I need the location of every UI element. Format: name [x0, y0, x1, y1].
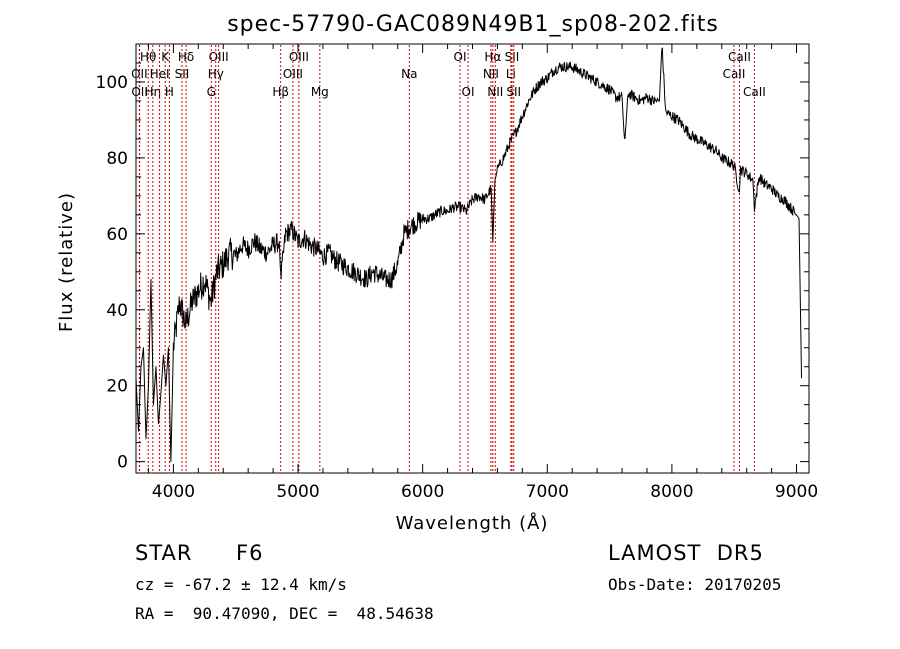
- spectral-line-label: NII: [487, 85, 503, 99]
- x-axis-label: Wavelength (Å): [396, 512, 549, 534]
- y-tick-label: 20: [106, 377, 128, 397]
- spectral-line-label: Hγ: [208, 67, 224, 81]
- spectral-line-label: SII: [175, 67, 190, 81]
- spectral-line-label: SII: [506, 85, 521, 99]
- spectral-line-label: Hα: [484, 50, 501, 64]
- survey-name: LAMOST DR5: [608, 541, 764, 565]
- y-axis-label: Flux (relative): [56, 192, 77, 332]
- spectral-line-label: SII: [505, 50, 520, 64]
- spectrum-line: [135, 47, 803, 463]
- spectral-line-label: Na: [401, 67, 417, 81]
- object-subclass: F6: [236, 541, 264, 565]
- spectral-line-label: CaII: [728, 50, 751, 64]
- y-tick-label: 80: [106, 149, 128, 169]
- x-tick-label: 4000: [152, 482, 195, 502]
- spectral-line-label: Hβ: [272, 85, 289, 99]
- observation-date: Obs-Date: 20170205: [608, 575, 782, 594]
- redshift-velocity: cz = -67.2 ± 12.4 km/s: [135, 575, 347, 594]
- spectral-line-label: Li: [506, 67, 516, 81]
- chart-title: spec-57790-GAC089N49B1_sp08-202.fits: [227, 12, 719, 37]
- spectral-line-label: Hδ: [178, 50, 194, 64]
- spectral-line-label: OIII: [289, 50, 309, 64]
- spectral-line-label: NII: [483, 67, 499, 81]
- spectral-line-label: OI: [454, 50, 467, 64]
- x-tick-label: 8000: [650, 482, 693, 502]
- spectral-line-label: K: [161, 50, 170, 64]
- y-tick-label: 100: [96, 73, 128, 93]
- spectral-line-label: Mg: [311, 85, 329, 99]
- spectral-line-label: OI: [462, 85, 475, 99]
- x-tick-label: 5000: [276, 482, 319, 502]
- x-tick-label: 6000: [401, 482, 444, 502]
- object-class: STAR: [135, 541, 193, 565]
- spectral-line-label: Hθ: [140, 50, 156, 64]
- spectral-line-label: OIII: [209, 50, 229, 64]
- y-tick-label: 0: [117, 453, 128, 473]
- axis-ticks: 4000 5000 6000 7000 8000 9000 0 20 40 60 80 100: [96, 43, 818, 502]
- spectral-line-label: Hη: [145, 85, 162, 99]
- y-tick-label: 60: [106, 225, 128, 245]
- spectral-line-label: HeI: [150, 67, 170, 81]
- spectral-line-label: H: [165, 85, 174, 99]
- spectrum-series: [135, 47, 803, 463]
- spectral-line-label: CaII: [723, 67, 746, 81]
- spectral-line-label: G: [207, 85, 216, 99]
- coordinates: RA = 90.47090, DEC = 48.54638: [135, 604, 434, 623]
- spectral-line-label: CaII: [743, 85, 766, 99]
- y-tick-label: 40: [106, 301, 128, 321]
- spectral-line-label: OII: [131, 85, 148, 99]
- x-tick-label: 9000: [775, 482, 818, 502]
- spectral-line-label: OIII: [283, 67, 303, 81]
- x-tick-label: 7000: [526, 482, 569, 502]
